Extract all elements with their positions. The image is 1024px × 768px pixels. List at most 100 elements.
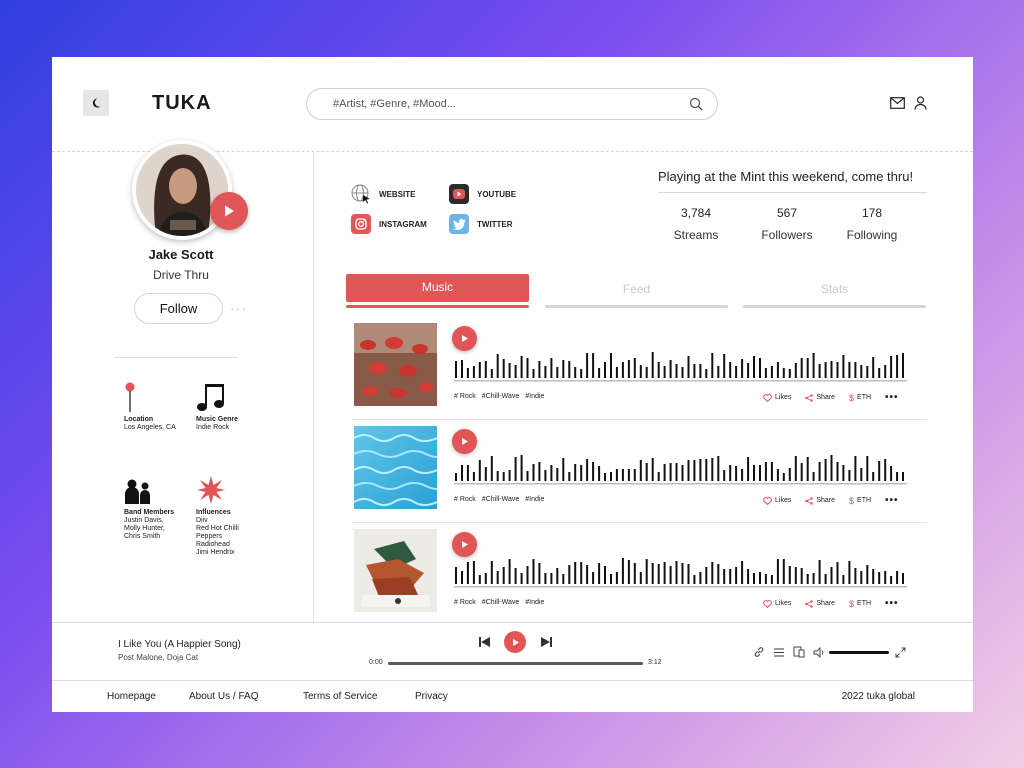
track-play-button[interactable]: [452, 326, 477, 351]
website-link[interactable]: WEBSITE: [351, 184, 415, 204]
track-cover[interactable]: [354, 426, 437, 509]
eth-button[interactable]: $ ETH: [849, 599, 871, 609]
more-options-button[interactable]: ···: [230, 300, 247, 316]
waveform-bar: [812, 353, 815, 378]
footer-link-homepage[interactable]: Homepage: [107, 691, 156, 702]
globe-icon: [351, 184, 371, 204]
track-tag[interactable]: #Indie: [525, 496, 545, 503]
track-item: # Rock #Chill-Wave #Indie Likes Share $ …: [352, 317, 927, 420]
track-tag[interactable]: #Chill-Wave: [481, 393, 520, 400]
divider: [114, 357, 238, 358]
progress-bar[interactable]: [388, 662, 643, 665]
youtube-icon: [449, 184, 469, 204]
track-more-button[interactable]: •••: [885, 392, 899, 403]
artist-play-button[interactable]: [210, 192, 248, 230]
share-icon: [805, 393, 814, 402]
footer-link-about[interactable]: About Us / FAQ: [189, 691, 259, 702]
waveform-bar: [878, 572, 881, 584]
waveform-bar: [663, 366, 666, 378]
info-influence: Peppers: [196, 533, 223, 540]
play-pause-button[interactable]: [504, 631, 526, 653]
track-tag[interactable]: # Rock: [454, 393, 476, 400]
waveform-bar: [872, 569, 875, 584]
twitter-link[interactable]: TWITTER: [449, 214, 513, 234]
twitter-icon: [449, 214, 469, 234]
track-tag[interactable]: #Indie: [525, 599, 545, 606]
track-waveform[interactable]: [454, 352, 907, 384]
search-icon[interactable]: [689, 97, 703, 111]
track-play-button[interactable]: [452, 532, 477, 557]
search-bar[interactable]: [306, 88, 718, 120]
tab-stats[interactable]: Stats: [820, 282, 849, 296]
waveform-bar: [854, 568, 857, 584]
share-button[interactable]: Share: [805, 599, 835, 608]
like-button[interactable]: Likes: [763, 599, 791, 608]
track-tag[interactable]: #Indie: [525, 393, 545, 400]
avatar-wrap: [132, 140, 248, 240]
instagram-link[interactable]: INSTAGRAM: [351, 214, 427, 234]
track-waveform[interactable]: [454, 455, 907, 487]
eth-label: ETH: [857, 600, 872, 607]
stat-following[interactable]: 178 Following: [832, 206, 912, 242]
next-button[interactable]: [540, 636, 552, 648]
waveform-bar: [699, 572, 702, 584]
app-logo[interactable]: TUKA: [152, 92, 212, 114]
waveform-bar: [466, 465, 469, 481]
stat-value: 3,784: [680, 206, 712, 220]
share-button[interactable]: Share: [805, 496, 835, 505]
dollar-icon: $: [849, 392, 855, 403]
queue-button[interactable]: [772, 645, 786, 659]
track-play-button[interactable]: [452, 429, 477, 454]
track-more-button[interactable]: •••: [885, 495, 899, 506]
waveform-bar: [681, 563, 684, 584]
footer-link-terms[interactable]: Terms of Service: [303, 691, 378, 702]
tab-feed[interactable]: Feed: [622, 282, 651, 296]
profile-button[interactable]: [911, 95, 929, 111]
like-button[interactable]: Likes: [763, 393, 791, 402]
info-band-member: Justin Davis,: [124, 517, 164, 524]
tab-music[interactable]: Music: [346, 274, 529, 302]
now-playing-artist: Post Malone, Doja Cat: [118, 653, 199, 662]
youtube-link[interactable]: YOUTUBE: [449, 184, 516, 204]
search-input[interactable]: [333, 98, 689, 110]
track-tag[interactable]: # Rock: [454, 496, 476, 503]
mail-button[interactable]: [888, 95, 906, 111]
waveform-bar: [615, 367, 618, 378]
track-tag[interactable]: # Rock: [454, 599, 476, 606]
fullscreen-button[interactable]: [893, 645, 907, 659]
waveform-bar: [633, 469, 636, 481]
track-tag[interactable]: #Chill-Wave: [481, 599, 520, 606]
waveform-bar: [562, 574, 565, 584]
footer-link-privacy[interactable]: Privacy: [415, 691, 448, 702]
volume-slider[interactable]: [829, 651, 889, 654]
waveform-bar: [770, 575, 773, 584]
copy-link-button[interactable]: [752, 645, 766, 659]
theme-toggle-button[interactable]: [83, 90, 109, 116]
eth-button[interactable]: $ ETH: [849, 496, 871, 506]
stat-followers[interactable]: 567 Followers: [747, 206, 827, 242]
like-button[interactable]: Likes: [763, 496, 791, 505]
waveform-bar: [741, 469, 744, 481]
mute-button[interactable]: [812, 645, 826, 659]
waveform-bar: [848, 561, 851, 584]
device-button[interactable]: [792, 645, 806, 659]
waveform-bar: [782, 368, 785, 378]
track-waveform[interactable]: [454, 558, 907, 590]
track-divider: [352, 419, 927, 420]
youtube-label: YOUTUBE: [477, 189, 517, 199]
waveform-bar: [502, 567, 505, 584]
waveform-bar: [848, 470, 851, 481]
eth-button[interactable]: $ ETH: [849, 393, 871, 403]
track-more-button[interactable]: •••: [885, 598, 899, 609]
waveform-bar: [729, 569, 732, 584]
eth-label: ETH: [857, 497, 872, 504]
waveform-bar: [818, 560, 821, 584]
share-button[interactable]: Share: [805, 393, 835, 402]
track-cover[interactable]: [354, 529, 437, 612]
track-tag[interactable]: #Chill-Wave: [481, 496, 520, 503]
follow-button[interactable]: Follow: [134, 293, 223, 324]
track-cover[interactable]: [354, 323, 437, 406]
previous-button[interactable]: [478, 636, 490, 648]
waveform-baseline: [454, 483, 907, 485]
moon-icon: [92, 98, 101, 108]
